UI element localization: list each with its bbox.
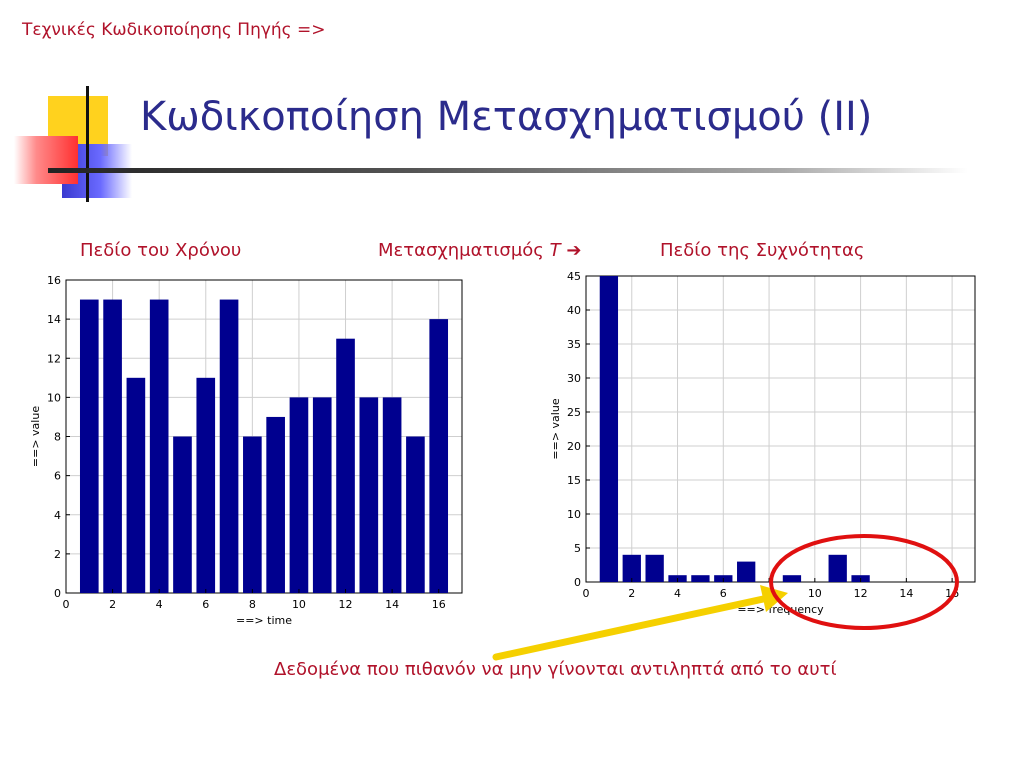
bar xyxy=(289,397,309,593)
y-tick-label: 8 xyxy=(54,431,61,444)
bar xyxy=(312,397,332,593)
bar xyxy=(737,561,756,582)
bar xyxy=(382,397,402,593)
title-underline xyxy=(48,168,968,173)
right-arrow-icon: ➔ xyxy=(566,240,582,261)
bar xyxy=(645,554,664,582)
title-decoration-red xyxy=(14,136,78,184)
bar xyxy=(691,575,710,582)
x-axis-label: ==> frequency xyxy=(737,603,824,616)
bar xyxy=(622,554,641,582)
x-tick-label: 6 xyxy=(202,598,209,611)
x-tick-label: 14 xyxy=(899,587,913,600)
y-tick-label: 4 xyxy=(54,509,61,522)
bar xyxy=(599,276,619,582)
annotation-layer xyxy=(492,534,959,661)
bar xyxy=(828,554,847,582)
x-tick-label: 6 xyxy=(720,587,727,600)
x-axis-label: ==> time xyxy=(236,614,292,627)
y-tick-label: 2 xyxy=(54,548,61,561)
frequency-domain-label: Πεδίο της Συχνότητας xyxy=(660,240,865,261)
y-tick-label: 30 xyxy=(567,372,581,385)
bar xyxy=(126,377,146,593)
transform-symbol: T xyxy=(549,240,561,261)
x-tick-label: 12 xyxy=(854,587,868,600)
annotation-arrow-head xyxy=(760,585,788,612)
y-tick-label: 40 xyxy=(567,304,581,317)
bar xyxy=(429,319,449,593)
bar xyxy=(103,299,122,593)
bar xyxy=(196,377,216,593)
transform-label-text: Μετασχηματισμός xyxy=(378,240,544,261)
y-tick-label: 12 xyxy=(47,352,61,365)
x-tick-label: 10 xyxy=(292,598,306,611)
bar xyxy=(406,436,425,593)
x-tick-label: 2 xyxy=(109,598,116,611)
y-tick-label: 10 xyxy=(567,508,581,521)
time-domain-chart: 0 2 4 6 8 10 12 14 16 0 2 4 6 8 10 12 14 16 ==> time ==> va… xyxy=(29,274,463,627)
y-tick-label: 25 xyxy=(567,406,581,419)
x-tick-label: 12 xyxy=(339,598,353,611)
y-tick-label: 45 xyxy=(567,270,581,283)
x-tick-label: 10 xyxy=(808,587,822,600)
x-tick-label: 4 xyxy=(156,598,163,611)
breadcrumb: Τεχνικές Κωδικοποίησης Πηγής => xyxy=(22,20,326,40)
bar xyxy=(149,299,169,593)
x-tick-label: 0 xyxy=(63,598,70,611)
y-axis-label: ==> value xyxy=(29,406,42,467)
title-decoration-vertical-line xyxy=(86,86,89,202)
x-tick-label: 0 xyxy=(583,587,590,600)
y-tick-label: 0 xyxy=(54,587,61,600)
time-domain-label: Πεδίο του Χρόνου xyxy=(80,240,242,261)
x-tick-label: 2 xyxy=(628,587,635,600)
annotation-text: Δεδομένα που πιθανόν να μην γίνονται αντ… xyxy=(274,659,837,680)
y-tick-label: 5 xyxy=(574,542,581,555)
x-tick-label: 4 xyxy=(674,587,681,600)
y-tick-label: 0 xyxy=(574,576,581,589)
y-tick-label: 35 xyxy=(567,338,581,351)
y-tick-label: 15 xyxy=(567,474,581,487)
bar xyxy=(243,436,262,593)
bar xyxy=(79,299,99,593)
bar xyxy=(782,575,802,582)
annotation-circle xyxy=(769,534,959,630)
transform-label: Μετασχηματισμός T ➔ xyxy=(378,240,581,261)
slide-title: Κωδικοποίηση Μετασχηματισμού (ΙΙ) xyxy=(140,94,873,140)
bar xyxy=(173,436,192,593)
plot-frame xyxy=(585,275,976,583)
x-tick-label: 14 xyxy=(385,598,399,611)
bar xyxy=(359,397,379,593)
y-tick-label: 14 xyxy=(47,313,61,326)
x-tick-label: 16 xyxy=(432,598,446,611)
bar xyxy=(266,416,285,593)
x-tick-label: 8 xyxy=(249,598,256,611)
y-tick-label: 10 xyxy=(47,391,61,404)
y-tick-label: 16 xyxy=(47,274,61,287)
y-tick-label: 6 xyxy=(54,470,61,483)
bar xyxy=(336,338,355,593)
frequency-domain-chart: 0246810121416051015202530354045==> frequ… xyxy=(549,270,976,616)
y-axis-label: ==> value xyxy=(549,398,562,459)
y-tick-label: 20 xyxy=(567,440,581,453)
bar xyxy=(219,299,239,593)
annotation-arrow-shaft xyxy=(492,594,772,661)
